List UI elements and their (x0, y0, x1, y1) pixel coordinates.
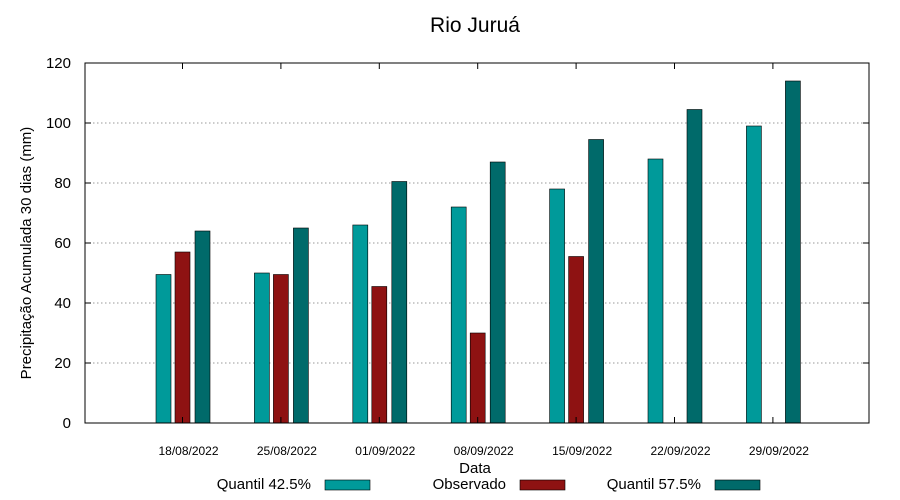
y-tick-label: 40 (54, 295, 71, 312)
bar-quantil-42-5- (352, 224, 369, 424)
bar-quantil-42-5- (254, 272, 270, 424)
bar-observado (371, 286, 388, 424)
legend-swatch (714, 479, 761, 491)
x-axis-label: Data (459, 460, 491, 477)
legend-swatch (519, 479, 566, 491)
y-axis-label: Precipitação Acumulada 30 dias (mm) (18, 127, 35, 380)
legend-label: Quantil 57.5% (607, 476, 701, 493)
y-tick-label: 100 (46, 115, 71, 132)
bar-quantil-57-5- (194, 230, 211, 424)
bar-quantil-57-5- (588, 139, 604, 424)
bars (155, 80, 801, 424)
bar-quantil-42-5- (549, 188, 565, 424)
legend-swatch (324, 479, 371, 491)
bar-observado (568, 256, 584, 424)
x-tick-label: 18/08/2022 (158, 444, 218, 458)
legend-label: Observado (433, 476, 506, 493)
x-axis: 18/08/2022 25/08/2022 01/09/2022 08/09/2022… (158, 63, 809, 458)
bar-observado (273, 274, 289, 424)
chart-title: Rio Juruá (430, 14, 520, 37)
bar-observado (469, 332, 486, 424)
legend: Quantil 42.5% Observado Quantil 57.5% (217, 476, 761, 493)
legend-label: Quantil 42.5% (217, 476, 311, 493)
bar-quantil-57-5- (489, 161, 506, 424)
x-tick-label: 01/09/2022 (355, 444, 415, 458)
bar-quantil-42-5- (450, 206, 467, 424)
x-tick-label: 25/08/2022 (257, 444, 317, 458)
y-tick-label: 60 (54, 235, 71, 252)
bar-quantil-42-5- (746, 125, 762, 424)
bar-quantil-57-5- (391, 181, 408, 424)
bar-quantil-57-5- (686, 109, 703, 424)
bar-observado (174, 251, 191, 424)
x-tick-label: 15/09/2022 (552, 444, 612, 458)
x-tick-label: 08/09/2022 (454, 444, 514, 458)
y-tick-label: 80 (54, 175, 71, 192)
x-tick-label: 22/09/2022 (650, 444, 710, 458)
y-tick-label: 120 (46, 55, 71, 72)
bar-quantil-57-5- (785, 80, 801, 424)
y-tick-label: 0 (63, 415, 71, 432)
bar-quantil-57-5- (293, 227, 309, 424)
y-tick-label: 20 (54, 355, 71, 372)
bar-quantil-42-5- (155, 274, 172, 424)
bar-quantil-42-5- (647, 158, 664, 424)
y-axis: 0 20 40 60 80 100 120 (46, 55, 869, 432)
x-tick-label: 29/09/2022 (749, 444, 809, 458)
